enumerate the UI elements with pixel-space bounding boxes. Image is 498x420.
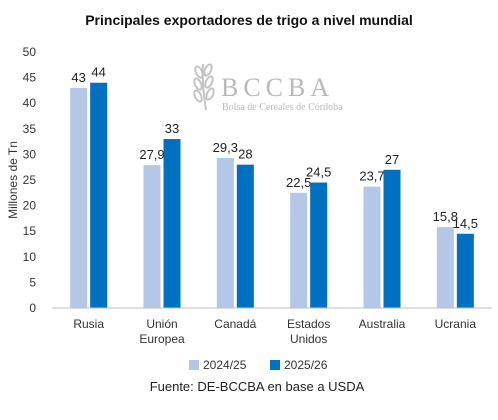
bar-2025-26-3 [310,182,328,308]
chart-title: Principales exportadores de trigo a nive… [85,12,413,28]
legend-label: 2024/25 [203,358,247,372]
y-tick-label: 30 [23,147,37,161]
data-label: 14,5 [453,216,478,231]
bar-2024-25-3 [290,192,308,308]
x-tick-label: Unidos [290,332,327,346]
data-label: 29,3 [213,140,238,155]
bars: 43 44 27,933 29,3 28 22,524,5 23,727 15,814,5 [70,65,478,308]
legend-swatch [189,360,199,370]
bar-2024-25-1 [143,165,161,308]
y-tick-label: 5 [29,275,36,289]
bar-2025-26-4 [383,169,401,308]
x-tick-label: Ucrania [435,317,477,331]
bar-2024-25-4 [363,186,381,308]
y-tick-label: 35 [23,122,37,136]
bar-2024-25-0 [70,87,88,308]
y-tick-label: 45 [23,71,37,85]
y-tick-label: 50 [23,45,37,59]
data-label: 24,5 [306,165,331,180]
data-label: 44 [91,65,105,80]
x-tick-label: Canadá [214,317,256,331]
legend: 2024/25 2025/26 [189,358,328,372]
wheat-icon [193,63,215,111]
data-label: 22,5 [286,175,311,190]
y-axis: 0 5 10 15 20 25 30 35 40 45 50 [23,45,37,315]
y-tick-label: 40 [23,96,37,110]
bar-2025-26-0 [90,82,108,308]
source-note: Fuente: DE-BCCBA en base a USDA [150,379,365,394]
y-tick-label: 0 [29,301,36,315]
data-label: 15,8 [433,209,458,224]
data-label: 43 [71,70,85,85]
legend-swatch [270,360,280,370]
data-label: 33 [165,121,179,136]
x-tick-label: Rusia [73,317,104,331]
bar-2025-26-2 [236,164,254,308]
x-tick-label: Estados [287,317,330,331]
y-tick-label: 10 [23,250,37,264]
bar-2025-26-5 [456,233,474,308]
bar-2024-25-2 [216,157,234,308]
legend-label: 2025/26 [284,358,328,372]
x-tick-label: Europea [139,332,185,346]
bar-2025-26-1 [163,139,181,308]
x-tick-label: Australia [359,317,406,331]
data-label: 28 [238,147,252,162]
watermark-logo-text: BCCBA [221,73,334,102]
y-tick-label: 15 [23,224,37,238]
watermark-logo-subtext: Bolsa de Cereales de Córdoba [222,102,343,113]
y-tick-label: 20 [23,199,37,213]
y-axis-label: Millones de Tn [6,141,20,219]
data-label: 27 [385,152,399,167]
data-label: 27,9 [139,147,164,162]
bar-2024-25-5 [436,227,454,308]
data-label: 23,7 [359,169,384,184]
x-tick-label: Unión [146,317,177,331]
y-tick-label: 25 [23,173,37,187]
watermark-logo: BCCBA Bolsa de Cereales de Córdoba [193,63,343,113]
